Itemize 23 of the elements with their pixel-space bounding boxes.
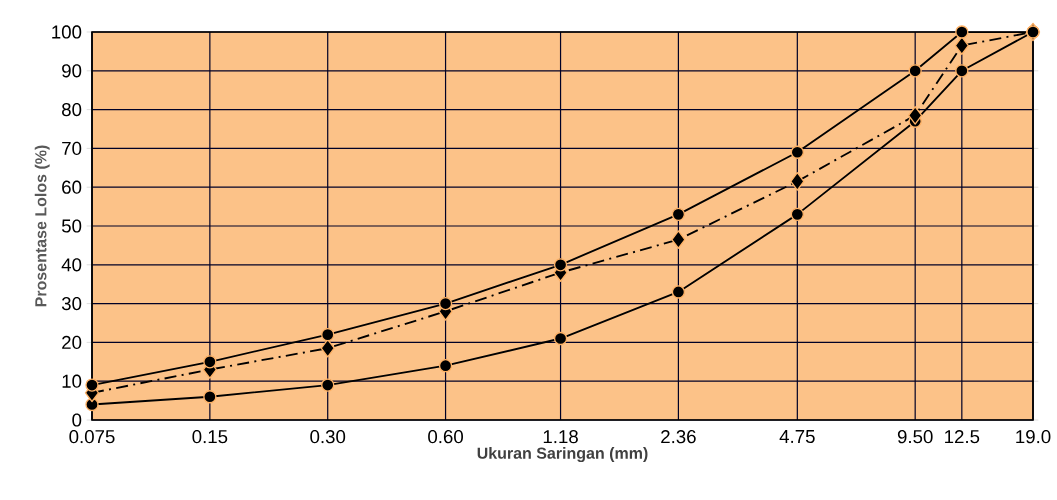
y-tick-label: 30 (61, 296, 82, 311)
x-tick-label: 0.15 (192, 430, 228, 444)
y-tick-label: 70 (62, 141, 82, 156)
x-tick-label: 19.0 (1016, 430, 1051, 444)
y-tick-label: 90 (62, 64, 82, 78)
y-tick-label: 20 (62, 335, 82, 350)
x-tick-label: 0.30 (310, 430, 346, 444)
y-tick-label: 50 (61, 219, 82, 233)
x-tick-label: 0.60 (428, 430, 463, 444)
y-tick-label: 80 (62, 102, 82, 117)
x-tick-label: 12.5 (945, 430, 980, 444)
x-tick-label: 0.075 (69, 430, 115, 444)
y-tick-label: 60 (62, 180, 82, 194)
x-tick-label: 1.18 (543, 430, 578, 444)
y-axis-title: Prosentase Lolos (%) (34, 145, 50, 307)
x-axis-title: Ukuran Saringan (mm) (477, 447, 648, 463)
y-tick-label: 40 (61, 258, 82, 272)
x-tick-label: 4.75 (779, 430, 815, 444)
y-tick-label: 100 (52, 25, 82, 39)
y-tick-label: 10 (62, 374, 82, 388)
y-tick-label: 0 (72, 413, 82, 427)
x-tick-label: 2.36 (661, 430, 696, 444)
x-tick-label: 9.50 (897, 430, 933, 444)
